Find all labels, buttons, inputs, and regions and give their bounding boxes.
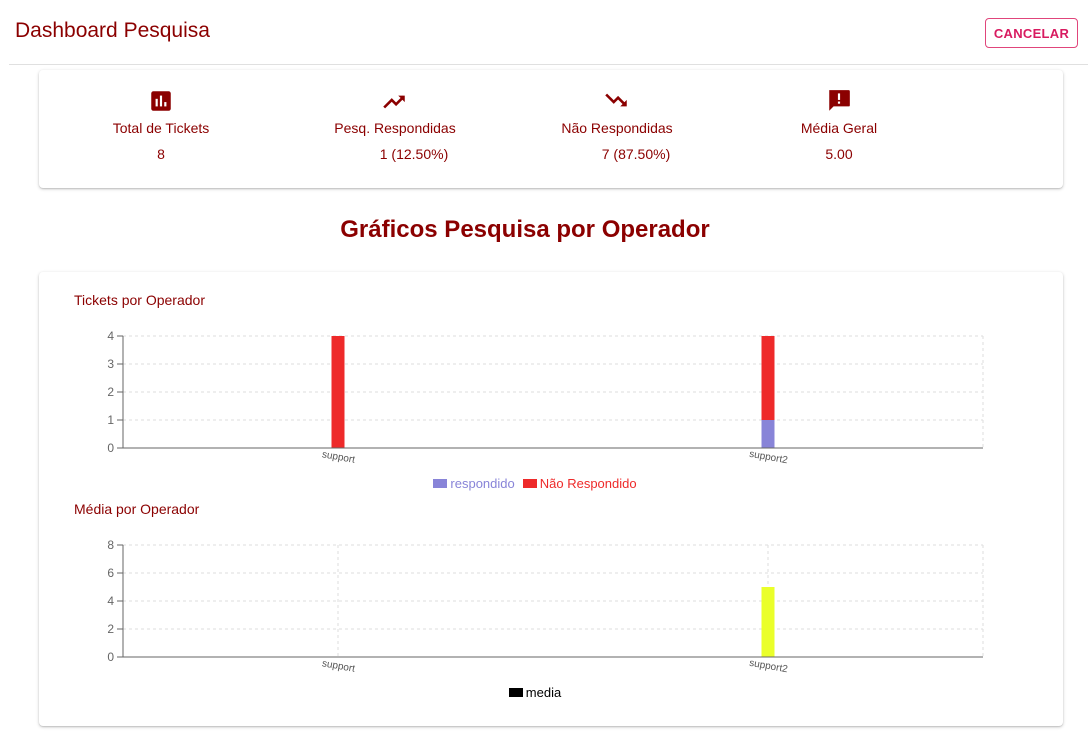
stat-average: Média Geral 5.00: [739, 88, 939, 162]
legend-swatch: [508, 688, 523, 697]
x-tick-label: support2: [748, 658, 789, 676]
stat-value: 8: [157, 146, 165, 162]
bar-chart-icon: [151, 91, 171, 111]
y-tick-label: 2: [107, 385, 114, 399]
bar-não-respondido-support[interactable]: [331, 336, 345, 448]
y-tick-label: 0: [107, 441, 114, 455]
legend-item-media[interactable]: media: [508, 685, 562, 700]
trending-down-icon: [605, 93, 627, 107]
legend-item-não-respondido[interactable]: Não Respondido: [522, 476, 637, 491]
header-divider: [9, 64, 1088, 65]
chart-title-tickets: Tickets por Operador: [74, 292, 205, 308]
x-tick-label: support: [321, 658, 356, 675]
bar-media-support2[interactable]: [761, 587, 775, 657]
stat-label: Não Respondidas: [561, 120, 673, 136]
stat-label: Total de Tickets: [112, 120, 210, 136]
x-tick-label: support2: [748, 449, 789, 467]
stat-unanswered: Não Respondidas 7 (87.50%): [517, 88, 717, 162]
y-tick-label: 8: [107, 538, 114, 552]
legend-swatch: [433, 479, 448, 488]
y-tick-label: 0: [107, 650, 114, 664]
tickets-chart-legend: respondido Não Respondido: [39, 476, 1039, 491]
bar-não-respondido-support2[interactable]: [761, 336, 775, 420]
cancel-button[interactable]: CANCELAR: [985, 18, 1078, 48]
y-tick-label: 1: [107, 413, 114, 427]
page-title: Dashboard Pesquisa: [15, 19, 210, 42]
bar-respondido-support2[interactable]: [761, 420, 775, 448]
app-header: Dashboard Pesquisa CANCELAR: [0, 0, 1088, 64]
stat-answered: Pesq. Respondidas 1 (12.50%): [295, 88, 495, 162]
stat-value: 5.00: [825, 146, 853, 162]
stats-card: Total de Tickets 8 Pesq. Respondidas 1 (…: [39, 70, 1063, 188]
legend-swatch: [522, 479, 537, 488]
stat-label: Média Geral: [800, 120, 878, 136]
stat-label: Pesq. Respondidas: [334, 120, 456, 136]
y-tick-label: 4: [107, 594, 114, 608]
legend-label: respondido: [450, 476, 515, 491]
legend-label: Não Respondido: [539, 476, 637, 491]
y-tick-label: 4: [107, 329, 114, 343]
x-tick-label: support: [321, 449, 356, 466]
legend-label: media: [525, 685, 562, 700]
y-tick-label: 2: [107, 622, 114, 636]
charts-card: Tickets por Operador 0 1 2 3 4 support support…: [39, 272, 1063, 726]
section-title: Gráficos Pesquisa por Operador: [340, 216, 710, 243]
stat-value: 7 (87.50%): [601, 146, 671, 162]
tickets-chart: 0 1 2 3 4 support support2: [107, 329, 984, 467]
chart-title-average: Média por Operador: [74, 501, 200, 517]
trending-up-icon: [383, 95, 405, 109]
average-chart-legend: media: [39, 685, 1039, 700]
legend-item-respondido[interactable]: respondido: [433, 476, 515, 491]
feedback-icon: [829, 90, 850, 111]
stat-total-tickets: Total de Tickets 8: [61, 88, 261, 162]
y-tick-label: 3: [107, 357, 114, 371]
stat-value: 1 (12.50%): [379, 146, 449, 162]
y-tick-label: 6: [107, 566, 114, 580]
average-chart: 0 2 4 6 8 support support2: [107, 538, 984, 676]
